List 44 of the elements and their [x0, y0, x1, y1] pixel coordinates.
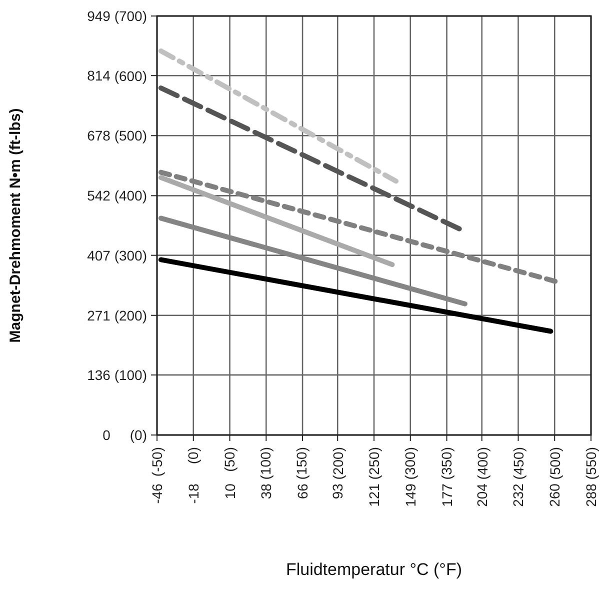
y-tick-label: 136	[87, 366, 111, 383]
x2-tick-label: (100)	[258, 447, 274, 480]
y2-tick-label: (0)	[130, 427, 147, 443]
y-tick-label: 271	[87, 307, 111, 324]
x-tick-label: 66	[294, 483, 311, 500]
y-tick-label: 814	[87, 68, 111, 84]
x-tick-label: -18	[185, 483, 202, 504]
y-axis-title: Magnet-Drehmoment N•m (ft-lbs)	[7, 108, 24, 343]
y2-tick-label: (400)	[114, 188, 147, 204]
x-tick-label: 177	[438, 483, 455, 507]
y2-tick-label: (700)	[114, 8, 147, 24]
x-tick-label: 121	[366, 483, 382, 507]
x-tick-label: 232	[510, 483, 526, 507]
y2-tick-label: (100)	[114, 367, 147, 384]
y-tick-label: 542	[87, 188, 111, 204]
x-axis-title: Fluidtemperatur °C (°F)	[286, 560, 462, 579]
x-tick-label: 204	[474, 483, 490, 507]
y-tick-label: 949	[87, 8, 111, 24]
y-tick-label: 407	[87, 247, 111, 264]
x2-tick-label: (500)	[546, 447, 563, 480]
y2-tick-label: (200)	[114, 307, 147, 324]
x2-tick-label: (50)	[221, 447, 238, 472]
y-tick-label: 678	[87, 128, 111, 144]
x2-tick-label: (300)	[402, 447, 418, 480]
x-tick-label: 38	[258, 483, 274, 500]
x-tick-label: 260	[546, 483, 563, 507]
x2-tick-label: (450)	[510, 447, 527, 480]
x-tick-label: 10	[222, 483, 238, 500]
y2-tick-label: (300)	[114, 247, 147, 264]
x-tick-label: 149	[402, 483, 418, 507]
x-tick-label: -46	[149, 483, 165, 504]
x-tick-label: 288	[583, 483, 599, 507]
x2-tick-label: (0)	[185, 447, 202, 464]
y2-tick-label: (600)	[114, 68, 147, 84]
x2-tick-label: (200)	[330, 447, 346, 480]
x-tick-label: 93	[330, 483, 346, 500]
x2-tick-label: (150)	[294, 447, 310, 480]
x2-tick-label: (250)	[366, 447, 382, 480]
x2-tick-label: (-50)	[149, 447, 165, 477]
y-tick-label: 0	[102, 427, 111, 443]
y2-tick-label: (500)	[114, 128, 147, 144]
x2-tick-label: (350)	[438, 447, 454, 480]
x2-tick-label: (400)	[474, 447, 490, 480]
x2-tick-label: (550)	[583, 447, 599, 480]
